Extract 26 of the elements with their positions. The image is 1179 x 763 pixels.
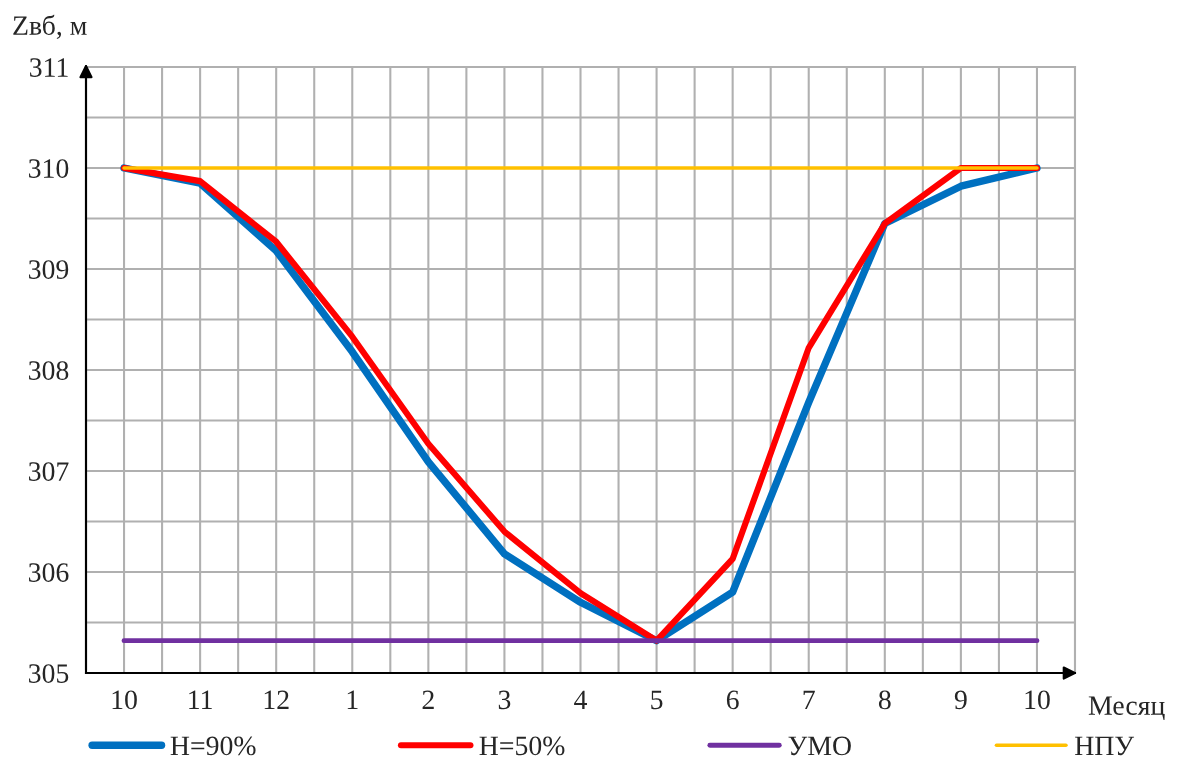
y-tick-label: 310 xyxy=(28,159,69,178)
x-tick-label: 8 xyxy=(878,690,891,710)
x-tick-label: 2 xyxy=(422,690,434,709)
legend-label: H=90% xyxy=(170,736,256,756)
y-tick-label: 309 xyxy=(28,260,69,279)
legend-label: НПУ xyxy=(1075,736,1135,756)
legend-label: УМО xyxy=(788,736,851,756)
x-tick-label: 7 xyxy=(803,690,815,709)
x-tick-label: 10 xyxy=(1025,690,1050,710)
y-tick-label: 311 xyxy=(30,58,68,77)
x-tick-label: 4 xyxy=(574,690,588,709)
x-tick-label: 11 xyxy=(189,690,212,709)
y-tick-label: 308 xyxy=(28,361,69,380)
x-tick-label: 12 xyxy=(264,690,289,709)
x-tick-label: 5 xyxy=(651,690,663,710)
x-tick-label: 10 xyxy=(112,690,137,710)
y-tick-label: 306 xyxy=(28,563,69,582)
x-axis-title: Месяц xyxy=(1088,696,1165,721)
x-tick-label: 3 xyxy=(498,690,511,710)
x-tick-label: 6 xyxy=(726,690,739,710)
y-axis-title: Zвб, м xyxy=(13,14,87,39)
x-tick-label: 1 xyxy=(347,690,358,709)
x-tick-label: 9 xyxy=(954,690,967,710)
y-tick-label: 307 xyxy=(28,462,69,481)
legend-label: H=50% xyxy=(479,736,565,756)
y-tick-label: 305 xyxy=(28,664,69,683)
